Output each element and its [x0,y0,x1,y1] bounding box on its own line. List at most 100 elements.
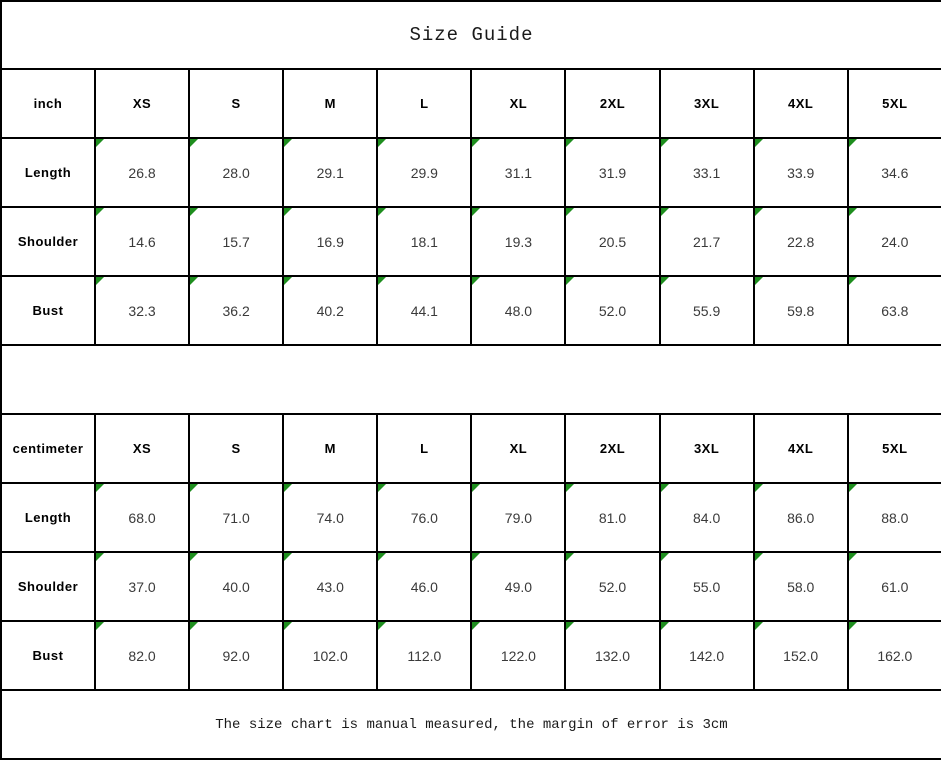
corner-marker-icon [191,140,199,147]
measurement-cell: 86.0 [752,482,849,553]
measurement-value: 79.0 [504,509,533,526]
measurement-cell: 88.0 [846,482,941,553]
corner-marker-icon [285,140,293,147]
measurement-value: 46.0 [410,578,438,595]
size-header-3xl: 3XL [658,68,755,139]
corner-marker-icon [285,209,293,216]
measurement-cell: 15.7 [188,206,285,277]
measurement-value: 34.6 [881,164,909,181]
measurement-cell: 43.0 [282,551,379,622]
corner-marker-icon [379,209,387,216]
measurement-value: 15.7 [222,233,250,250]
measurement-cell: 14.6 [93,206,191,277]
measurement-value: 112.0 [407,647,442,664]
measurement-value: 31.1 [504,164,533,181]
corner-marker-icon [849,140,857,147]
corner-marker-icon [379,278,387,285]
measurement-value: 55.0 [692,578,721,595]
measurement-cell: 81.0 [564,482,661,553]
measurement-cell: 82.0 [93,620,191,691]
size-header-5xl: 5XL [846,413,941,484]
corner-marker-icon [379,623,387,630]
measurement-cell: 32.3 [93,275,191,346]
size-header-s: S [188,68,285,139]
measurement-value: 43.0 [316,578,344,595]
measurement-value: 22.8 [787,233,815,250]
corner-marker-icon [285,278,293,285]
measurement-value: 52.0 [598,578,627,595]
measurement-value: 162.0 [877,647,913,664]
measurement-value: 58.0 [787,578,815,595]
corner-marker-icon [661,140,669,147]
measurement-value: 122.0 [500,647,536,664]
measurement-value: 142.0 [689,647,725,664]
corner-marker-icon [379,140,387,147]
measurement-cell: 48.0 [470,275,567,346]
measurement-cell: 122.0 [470,620,567,691]
measurement-value: 16.9 [316,233,344,250]
size-header-xs: XS [93,68,191,139]
table-row: Length 68.0 71.0 74.0 76.0 79.0 81.0 84.… [0,482,941,553]
corner-marker-icon [285,623,293,630]
measurement-cell: 29.1 [282,137,379,208]
measurement-value: 29.9 [410,164,438,181]
measurement-value: 20.5 [598,233,627,250]
corner-marker-icon [567,623,575,630]
table-row: Bust 82.0 92.0 102.0 112.0 122.0 132.0 1… [0,620,941,691]
corner-marker-icon [473,140,481,147]
table-row: Length 26.8 28.0 29.1 29.9 31.1 31.9 33.… [0,137,941,208]
measurement-cell: 49.0 [470,551,567,622]
measurement-cell: 20.5 [564,206,661,277]
measurement-value: 152.0 [783,647,819,664]
measurement-cell: 21.7 [658,206,755,277]
size-header-xs: XS [93,413,191,484]
measurement-cell: 59.8 [752,275,849,346]
row-label: Shoulder [0,551,96,622]
measurement-value: 40.0 [222,578,250,595]
measurement-value: 52.0 [598,302,627,319]
corner-marker-icon [97,623,104,630]
measurement-value: 44.1 [410,302,438,319]
measurement-value: 88.0 [881,509,909,526]
measurement-value: 63.8 [881,302,909,319]
measurement-cell: 36.2 [188,275,285,346]
table-row: Shoulder 37.0 40.0 43.0 46.0 49.0 52.0 5… [0,551,941,622]
corner-marker-icon [755,140,763,147]
table-row: Bust 32.3 36.2 40.2 44.1 48.0 52.0 55.9 … [0,275,941,346]
corner-marker-icon [755,278,763,285]
measurement-value: 132.0 [594,647,631,664]
corner-marker-icon [661,485,669,492]
measurement-value: 37.0 [128,578,156,595]
measurement-value: 14.6 [128,233,156,250]
measurement-value: 49.0 [504,578,533,595]
measurement-cell: 19.3 [470,206,567,277]
table-row: Shoulder 14.6 15.7 16.9 18.1 19.3 20.5 2… [0,206,941,277]
corner-marker-icon [473,278,481,285]
corner-marker-icon [473,623,481,630]
corner-marker-icon [379,554,387,561]
corner-marker-icon [97,209,104,216]
measurement-cell: 18.1 [376,206,473,277]
size-header-3xl: 3XL [658,413,755,484]
measurement-value: 61.0 [881,578,909,595]
size-header-m: M [282,413,379,484]
row-label: Bust [0,275,96,346]
measurement-value: 92.0 [222,647,250,664]
corner-marker-icon [97,485,104,492]
corner-marker-icon [567,278,575,285]
corner-marker-icon [191,485,199,492]
measurement-value: 48.0 [504,302,533,319]
measurement-value: 36.2 [222,302,250,319]
size-header-l: L [376,68,473,139]
measurement-cell: 22.8 [752,206,849,277]
measurement-cell: 58.0 [752,551,849,622]
corner-marker-icon [191,554,199,561]
corner-marker-icon [473,554,481,561]
measurement-cell: 112.0 [376,620,473,691]
corner-marker-icon [191,623,199,630]
row-label: Bust [0,620,96,691]
measurement-cell: 28.0 [188,137,285,208]
measurement-cell: 44.1 [376,275,473,346]
measurement-value: 68.0 [128,509,156,526]
